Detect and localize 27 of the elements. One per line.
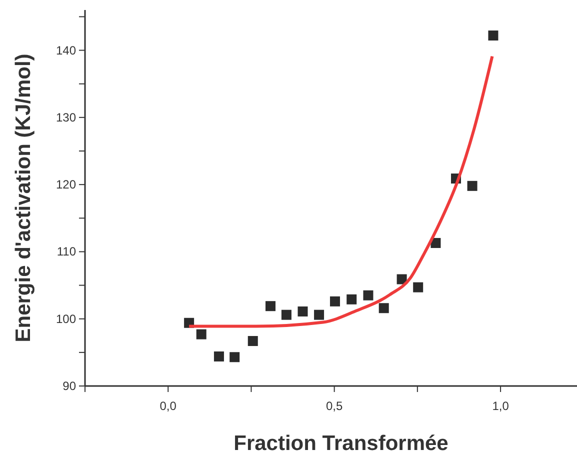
y-tick-label: 130 xyxy=(56,110,76,124)
point xyxy=(363,290,374,300)
point xyxy=(413,282,424,292)
point xyxy=(314,310,324,320)
point xyxy=(214,351,224,362)
point xyxy=(488,30,498,41)
point xyxy=(346,294,357,304)
x-tick-label: 0,0 xyxy=(160,399,177,413)
point xyxy=(248,336,258,346)
y-tick-label: 110 xyxy=(56,244,76,259)
point xyxy=(196,329,206,340)
point xyxy=(330,296,340,306)
x-tick-label: 1,0 xyxy=(492,399,510,413)
y-tick-label: 90 xyxy=(62,379,76,393)
point xyxy=(230,352,240,362)
point xyxy=(467,180,478,191)
x-axis-title: Fraction Transformée xyxy=(234,432,448,455)
x-tick-label: 0,5 xyxy=(326,399,343,413)
point xyxy=(281,310,292,320)
point xyxy=(298,306,308,316)
y-tick-label: 120 xyxy=(56,178,76,192)
y-axis-title: Energie d'activation (KJ/mol) xyxy=(12,54,35,342)
point xyxy=(396,274,407,284)
y-tick-label: 140 xyxy=(56,43,76,58)
y-tick-label: 100 xyxy=(56,312,76,326)
point xyxy=(378,303,389,314)
point xyxy=(265,301,276,312)
